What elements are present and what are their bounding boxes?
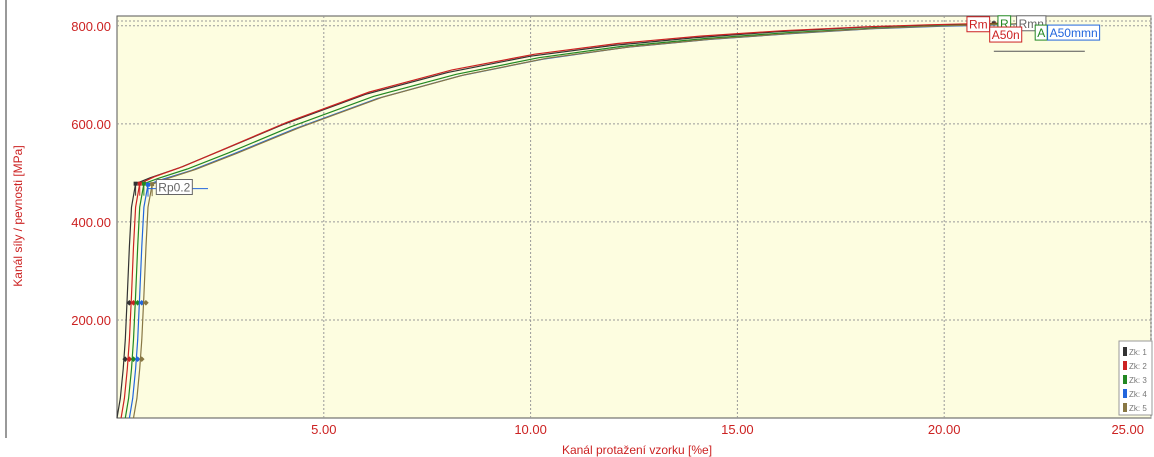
series-marker — [138, 356, 145, 362]
x-tick-labels: 5.00 10.00 15.00 20.00 25.00 — [311, 422, 1144, 437]
legend-item: Zk: 5 — [1123, 403, 1147, 413]
legend-label: Zk: 4 — [1129, 390, 1147, 399]
annotation-box — [155, 179, 193, 196]
x-tick-label: 5.00 — [311, 422, 336, 437]
legend-label: Zk: 2 — [1129, 362, 1147, 371]
series-marker — [134, 356, 141, 362]
legend-swatch — [1123, 389, 1127, 398]
x-tick-label: 20.00 — [928, 422, 961, 437]
series-line — [120, 22, 1003, 419]
y-tick-label: 200.00 — [71, 313, 111, 328]
x-tick-label: 10.00 — [514, 422, 547, 437]
x-tick-label: 15.00 — [721, 422, 754, 437]
legend-swatch — [1123, 361, 1127, 370]
legend-swatch — [1123, 347, 1127, 356]
series-layer — [116, 20, 1085, 419]
annotation-text: A50n — [992, 28, 1020, 42]
legend-item: Zk: 3 — [1123, 375, 1147, 385]
plot-area — [116, 15, 1152, 419]
annotation-text: R — [1000, 17, 1009, 31]
annotation-label: Rm — [966, 16, 991, 33]
legend-item: Zk: 4 — [1123, 389, 1147, 399]
series-marker — [143, 299, 149, 306]
legend-label: Zk: 3 — [1129, 376, 1147, 385]
series-marker — [126, 356, 133, 362]
annotation-label: A — [1034, 24, 1048, 41]
legend-swatch — [1123, 403, 1127, 412]
y-tick-label: 600.00 — [71, 117, 111, 132]
legend-item: Zk: 2 — [1123, 361, 1147, 371]
y-tick-labels: 200.00 400.00 600.00 800.00 — [71, 19, 111, 328]
x-axis-title: Kanál protažení vzorku [%e] — [562, 443, 712, 457]
legend-label: Zk: 1 — [1129, 348, 1147, 357]
legend: Zk: 1 Zk: 2 Zk: 3 Zk: 4 Zk: 5 — [1118, 340, 1153, 416]
y-tick-label: 400.00 — [71, 215, 111, 230]
annotation-text: A50mmn — [1050, 26, 1098, 40]
annotation-label: A50mmn — [1047, 24, 1101, 41]
x-tick-label: 25.00 — [1111, 422, 1144, 437]
series-marker — [130, 356, 137, 362]
annotation-box — [989, 26, 1023, 43]
annotation-label: Rp0.2 — [155, 179, 193, 196]
legend-swatch — [1123, 375, 1127, 384]
series-line — [132, 22, 1023, 419]
annotation-label: A50n — [989, 26, 1023, 43]
annotation-box — [966, 16, 991, 33]
grid — [117, 16, 1152, 418]
legend-label: Zk: 5 — [1129, 404, 1147, 413]
annotation-text: A — [1037, 26, 1045, 40]
series-5 — [132, 21, 1025, 419]
annotation-text: Rp0.2 — [158, 181, 190, 195]
y-tick-label: 800.00 — [71, 19, 111, 34]
legend-item: Zk: 1 — [1123, 347, 1147, 357]
annotation-box — [1047, 24, 1101, 41]
series-marker — [122, 356, 129, 362]
y-axis-title: Kanál síly / pevnosti [MPa] — [11, 145, 25, 286]
annotation-text: Rm — [969, 18, 988, 32]
